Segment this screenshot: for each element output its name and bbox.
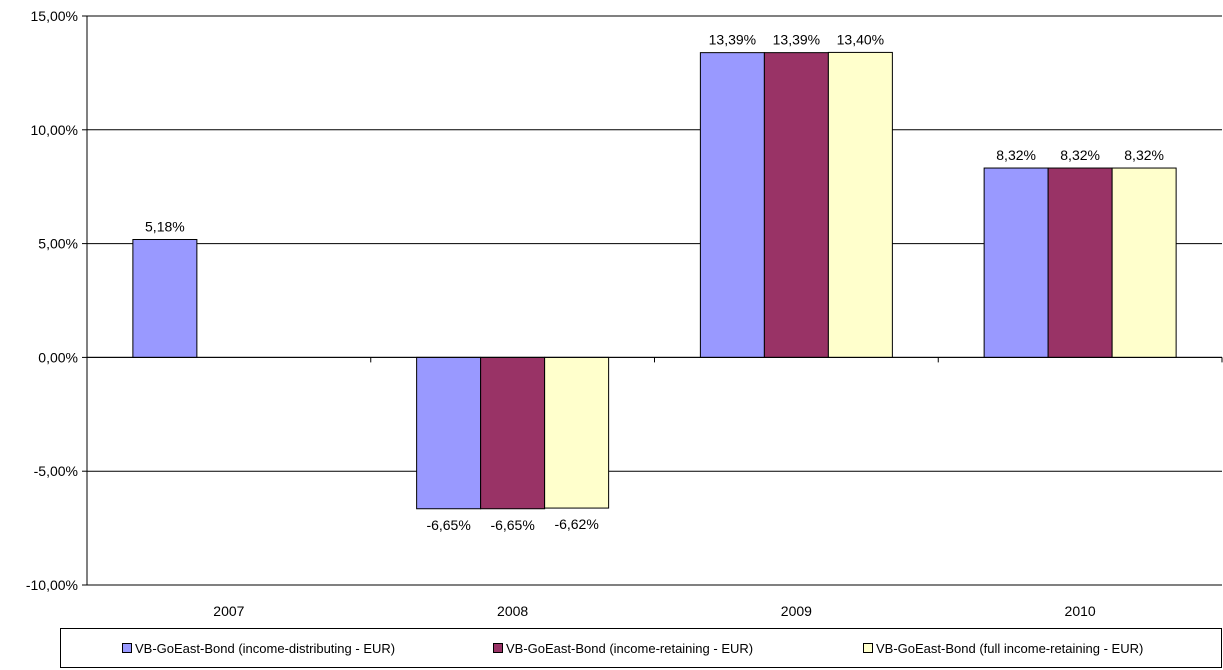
x-tick-label: 2010 xyxy=(1065,603,1096,619)
y-tick-label: 0,00% xyxy=(38,349,78,365)
legend-label: VB-GoEast-Bond (income-retaining - EUR) xyxy=(506,640,754,656)
data-label: -6,65% xyxy=(426,517,470,533)
legend-item: VB-GoEast-Bond (full income-retaining - … xyxy=(863,641,1143,656)
y-tick-label: -10,00% xyxy=(26,577,78,593)
x-tick-label: 2007 xyxy=(213,603,244,619)
data-label: 5,18% xyxy=(145,219,185,235)
bar xyxy=(544,356,610,509)
legend-item: VB-GoEast-Bond (income-distributing - EU… xyxy=(122,641,395,656)
data-label: 13,39% xyxy=(773,32,820,48)
bar xyxy=(827,51,893,358)
data-label: 13,39% xyxy=(709,32,756,48)
x-tick-label: 2009 xyxy=(781,603,812,619)
legend-label: VB-GoEast-Bond (income-distributing - EU… xyxy=(135,640,396,656)
legend-swatch xyxy=(493,643,503,653)
bar xyxy=(983,167,1049,358)
legend: VB-GoEast-Bond (income-distributing - EU… xyxy=(60,628,1222,668)
bar xyxy=(416,356,482,510)
data-label: 8,32% xyxy=(1124,147,1164,163)
bar xyxy=(763,52,829,358)
bar xyxy=(132,239,198,358)
bar xyxy=(1047,167,1113,358)
legend-label: VB-GoEast-Bond (full income-retaining - … xyxy=(876,640,1144,656)
bars xyxy=(132,51,1177,510)
y-tick-label: 5,00% xyxy=(38,236,78,252)
y-axis-ticks: -10,00% -5,00% 0,00% 5,00% 10,00% 15,00% xyxy=(26,8,87,593)
data-label: 13,40% xyxy=(837,31,884,47)
data-label: 8,32% xyxy=(996,147,1036,163)
data-label: 8,32% xyxy=(1060,147,1100,163)
data-labels: 5,18% -6,65% 13,39% 8,32% -6,65% 13,39% 8,32% -… xyxy=(145,31,1164,532)
legend-swatch xyxy=(122,643,132,653)
legend-item: VB-GoEast-Bond (income-retaining - EUR) xyxy=(493,641,753,656)
data-label: -6,65% xyxy=(490,517,534,533)
y-tick-label: 15,00% xyxy=(31,8,78,24)
bar xyxy=(1111,167,1177,358)
x-axis-ticks: 2007 2008 2009 2010 xyxy=(86,357,1223,619)
y-tick-label: -5,00% xyxy=(34,463,78,479)
y-tick-label: 10,00% xyxy=(31,122,78,138)
bar xyxy=(480,356,546,510)
data-label: -6,62% xyxy=(554,516,598,532)
bar-chart: -10,00% -5,00% 0,00% 5,00% 10,00% 15,00% 2007… xyxy=(26,8,1223,619)
x-tick-label: 2008 xyxy=(497,603,528,619)
legend-swatch xyxy=(863,643,873,653)
bar xyxy=(699,52,765,358)
